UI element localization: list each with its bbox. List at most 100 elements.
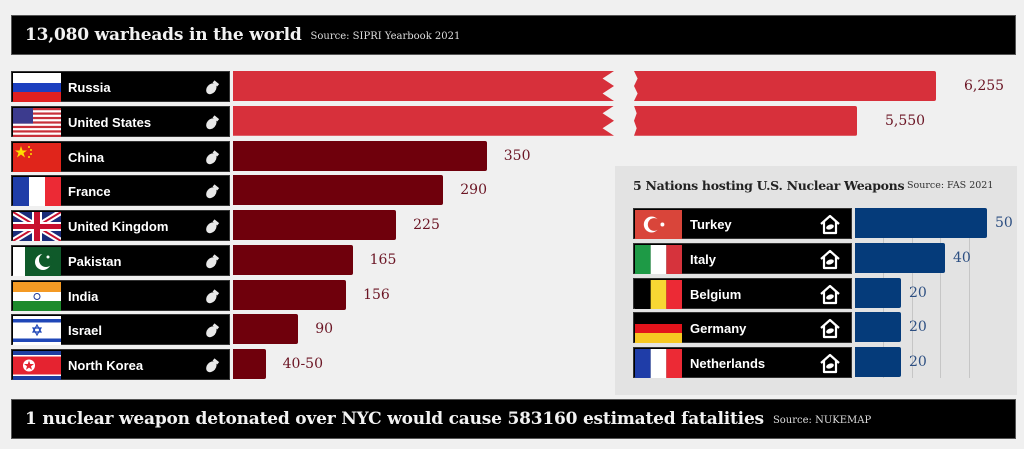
host-country-name: Turkey bbox=[690, 217, 732, 232]
country-name: India bbox=[68, 288, 99, 304]
house-bomb-icon bbox=[819, 318, 841, 339]
france-flag-icon bbox=[13, 177, 61, 207]
host-country-name: Netherlands bbox=[690, 356, 766, 371]
footer-source: Source: NUKEMAP bbox=[772, 414, 872, 426]
russia-flag-icon bbox=[13, 73, 61, 102]
bomb-icon bbox=[203, 114, 221, 132]
country-name: Russia bbox=[68, 80, 111, 95]
country-row: Israel 90 bbox=[11, 314, 1011, 346]
uk-flag-icon bbox=[13, 212, 61, 241]
value-label: 156 bbox=[363, 286, 390, 303]
italy-flag-icon bbox=[635, 244, 682, 274]
value-label: 6,255 bbox=[964, 78, 1005, 94]
country-label: Russia bbox=[11, 71, 230, 102]
usa-flag-icon bbox=[13, 107, 61, 137]
host-country-row: Netherlands 20 bbox=[633, 347, 1013, 378]
host-country-label: Belgium bbox=[633, 277, 852, 309]
country-row: China 350 bbox=[11, 140, 1011, 172]
country-label: United Kingdom bbox=[11, 210, 230, 241]
country-name: China bbox=[68, 149, 105, 165]
value-label: 90 bbox=[315, 321, 334, 338]
turkey-flag-icon bbox=[635, 210, 682, 239]
israel-flag-icon bbox=[13, 316, 61, 346]
bar bbox=[233, 244, 353, 275]
host-country-label: Netherlands bbox=[633, 347, 852, 378]
bar bbox=[233, 140, 487, 171]
country-name: North Korea bbox=[68, 358, 144, 373]
netherlands-flag-icon bbox=[635, 349, 682, 378]
value-label: 20 bbox=[909, 284, 927, 301]
house-bomb-icon bbox=[819, 249, 841, 270]
host-country-row: Germany 20 bbox=[633, 312, 1013, 344]
china-flag-icon bbox=[13, 142, 61, 172]
country-row: United Kingdom 225 bbox=[11, 210, 1011, 241]
country-label: France bbox=[11, 175, 230, 207]
bar bbox=[855, 277, 901, 308]
country-label: United States bbox=[11, 105, 230, 137]
germany-flag-icon bbox=[635, 314, 682, 344]
header-title: 13,080 warheads in the world bbox=[25, 25, 302, 45]
bomb-icon bbox=[203, 79, 221, 97]
bomb-icon bbox=[203, 218, 221, 236]
value-label: 165 bbox=[369, 251, 397, 268]
host-country-row: Turkey 50 bbox=[633, 208, 1013, 239]
bar bbox=[855, 208, 987, 238]
footer-title: 1 nuclear weapon detonated over NYC woul… bbox=[25, 409, 764, 429]
bar bbox=[233, 210, 397, 240]
country-row: India 156 bbox=[11, 279, 1011, 311]
bar-segment-right bbox=[634, 71, 936, 101]
value-label: 40-50 bbox=[282, 356, 323, 372]
pakistan-flag-icon bbox=[13, 246, 61, 276]
bomb-icon bbox=[203, 183, 221, 201]
country-label: India bbox=[11, 279, 230, 311]
bar bbox=[233, 349, 266, 379]
country-name: Israel bbox=[68, 323, 102, 339]
inset-source: Source: FAS 2021 bbox=[907, 180, 994, 191]
footer-banner: 1 nuclear weapon detonated over NYC woul… bbox=[11, 399, 1016, 439]
value-label: 225 bbox=[413, 217, 440, 233]
house-bomb-icon bbox=[819, 214, 841, 235]
host-country-name: Germany bbox=[690, 321, 747, 337]
country-label: China bbox=[11, 140, 230, 172]
gridline bbox=[969, 210, 970, 378]
host-country-row: Italy 40 bbox=[633, 242, 1013, 274]
value-label: 40 bbox=[953, 249, 971, 266]
bomb-icon bbox=[203, 253, 221, 271]
bar bbox=[233, 279, 347, 310]
country-name: France bbox=[68, 184, 111, 200]
host-country-row: Belgium 20 bbox=[633, 277, 1013, 309]
country-row: United States 5,550 bbox=[11, 105, 1011, 137]
bar bbox=[855, 312, 901, 343]
country-name: Pakistan bbox=[68, 253, 122, 269]
bar-segment-left bbox=[233, 105, 614, 136]
host-country-label: Italy bbox=[633, 242, 852, 274]
country-row: North Korea 40-50 bbox=[11, 349, 1011, 380]
bar-segment-right bbox=[634, 105, 857, 136]
value-label: 290 bbox=[460, 182, 487, 199]
house-bomb-icon bbox=[819, 353, 841, 374]
bar bbox=[855, 347, 901, 377]
value-label: 20 bbox=[909, 354, 927, 370]
inset-title: 5 Nations hosting U.S. Nuclear Weapons bbox=[633, 178, 905, 193]
gridline bbox=[940, 210, 941, 378]
value-label: 5,550 bbox=[885, 112, 926, 129]
country-name: United Kingdom bbox=[68, 219, 169, 234]
bomb-icon bbox=[203, 357, 221, 375]
country-name: United States bbox=[68, 114, 152, 130]
header-banner: 13,080 warheads in the world Source: SIP… bbox=[11, 15, 1016, 55]
country-row: Pakistan 165 bbox=[11, 244, 1011, 276]
value-label: 20 bbox=[909, 319, 927, 336]
country-label: Israel bbox=[11, 314, 230, 346]
bar bbox=[855, 242, 945, 273]
bomb-icon bbox=[203, 322, 221, 340]
house-bomb-icon bbox=[819, 284, 841, 305]
gridline bbox=[912, 210, 913, 378]
host-country-label: Germany bbox=[633, 312, 852, 344]
belgium-flag-icon bbox=[635, 279, 682, 309]
value-label: 50 bbox=[995, 215, 1013, 231]
value-label: 350 bbox=[503, 147, 531, 164]
bomb-icon bbox=[203, 149, 221, 167]
host-country-label: Turkey bbox=[633, 208, 852, 239]
country-label: Pakistan bbox=[11, 244, 230, 276]
country-row: Russia 6,255 bbox=[11, 71, 1011, 102]
